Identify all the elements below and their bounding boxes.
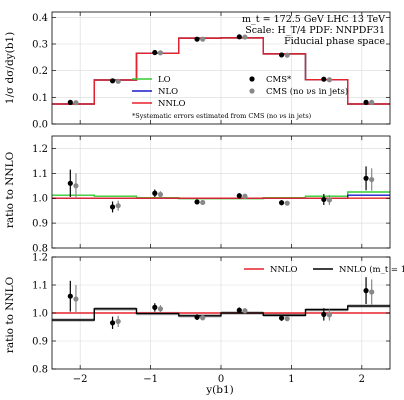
data-point (284, 316, 290, 322)
data-point (157, 50, 164, 56)
data-point (194, 199, 200, 205)
y-tick-label: 1.0 (32, 194, 48, 205)
x-tick-label: 1 (288, 374, 294, 385)
top-ylabel: 1/σ dσ/dy(b1) (4, 32, 16, 104)
data-point (369, 176, 375, 183)
data-point (67, 180, 73, 186)
data-point (194, 36, 200, 42)
data-point (115, 78, 121, 84)
data-point (326, 312, 333, 318)
data-point (242, 193, 248, 199)
data-point (73, 100, 79, 106)
data-point (369, 289, 375, 295)
y-tick-label: 0.8 (32, 365, 48, 376)
legend-bottom-mt-label: NNLO (m_t = 171.5 GeV) (339, 264, 404, 275)
y-tick-label: 0.3 (32, 40, 48, 51)
y-tick-label: 1.1 (32, 281, 48, 292)
y-tick-label: 0.9 (32, 337, 48, 348)
data-point (109, 204, 116, 210)
data-point (67, 293, 73, 299)
data-point (73, 296, 79, 302)
top-panel: 0.0 0.1 0.2 0.3 0.4 (32, 11, 391, 131)
data-point (152, 49, 158, 56)
data-point (369, 99, 375, 105)
data-point (242, 34, 248, 40)
annotation-line-1: m_t = 172.5 GeV LHC 13 TeV (242, 14, 385, 25)
series-line-nnlo (52, 37, 390, 105)
legend-cms-nonu-marker (249, 88, 255, 94)
data-point (278, 200, 285, 206)
x-tick-label: 2 (359, 374, 365, 385)
x-tick-label: −1 (143, 374, 158, 385)
data-point (278, 315, 285, 321)
y-tick-label: 0.4 (32, 13, 48, 24)
y-tick-label: 1.2 (32, 144, 48, 155)
data-point (157, 306, 164, 312)
data-point (236, 193, 242, 199)
legend-bottom-nnlo-label: NNLO (270, 265, 298, 275)
y-tick-label: 1.1 (32, 169, 48, 180)
data-point (326, 77, 333, 83)
data-point (236, 307, 242, 313)
data-point (115, 203, 121, 209)
middle-panel: 0.8 0.9 1.0 1.1 1.2 (32, 135, 391, 255)
top-legend: LO NLO NNLO CMS* CMS (no νs in jets) (132, 75, 348, 109)
series-line-nnlo-m-t-171-5-gev- (52, 305, 390, 321)
footnote: *Systematic errors estimated from CMS (n… (132, 112, 312, 120)
data-point (363, 99, 369, 105)
data-point (363, 175, 369, 181)
y-tick-label: 1.0 (32, 309, 48, 320)
data-point (242, 308, 248, 314)
x-tick-label: −2 (73, 374, 88, 385)
y-tick-label: 0.0 (32, 120, 48, 131)
data-point (278, 52, 285, 58)
y-tick-label: 0.1 (32, 93, 48, 104)
y-tick-label: 1.2 (32, 253, 48, 264)
data-point (152, 304, 158, 310)
annotation-line-2: Scale: H_T/4 PDF: NNPDF31 (245, 25, 385, 36)
legend-cms-label: CMS* (266, 75, 292, 85)
data-point (109, 320, 116, 326)
middle-ylabel: ratio to NNLO (4, 151, 16, 228)
legend-cms-marker (249, 76, 255, 82)
legend-cms-nonu-label: CMS (no νs in jets) (266, 86, 348, 97)
legend-nlo-label: NLO (158, 87, 178, 97)
data-point (200, 199, 206, 206)
data-point (321, 311, 327, 317)
data-point (284, 200, 290, 206)
annotation-line-3: Fiducial phase space (284, 36, 385, 47)
legend-nnlo-label: NNLO (158, 99, 186, 109)
data-point (157, 191, 164, 198)
data-point (200, 36, 206, 42)
data-point (109, 78, 116, 84)
data-point (326, 197, 333, 203)
y-tick-label: 0.2 (32, 66, 48, 77)
bottom-ylabel: ratio to NNLO (4, 276, 16, 353)
data-point (321, 76, 327, 82)
data-point (152, 190, 158, 196)
data-point (73, 183, 79, 189)
legend-lo-label: LO (158, 75, 171, 85)
data-point (363, 288, 369, 294)
y-tick-label: 0.9 (32, 219, 48, 230)
bottom-panel: 0.8 0.9 1.0 1.1 1.2 −2 −1 0 1 2 (32, 253, 391, 385)
x-tick-label: 0 (218, 374, 224, 385)
data-point (284, 52, 290, 58)
data-point (194, 314, 200, 320)
data-point (67, 99, 73, 105)
xlabel: y(b1) (205, 384, 234, 396)
data-point (200, 315, 206, 321)
data-point (321, 196, 327, 203)
data-point (115, 318, 121, 324)
data-point (236, 34, 242, 40)
y-tick-label: 0.8 (32, 244, 48, 255)
bottom-legend: NNLO NNLO (m_t = 171.5 GeV) (244, 264, 404, 275)
